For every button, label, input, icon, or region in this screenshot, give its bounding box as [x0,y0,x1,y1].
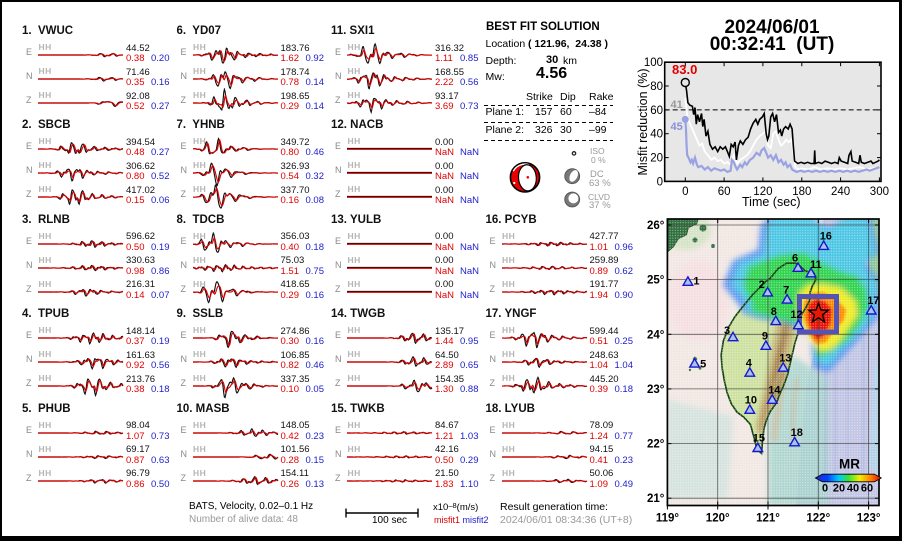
svg-text:17: 17 [867,295,879,307]
svg-text:14: 14 [768,385,781,397]
svg-text:122°: 122° [806,513,830,525]
svg-text:26°: 26° [647,220,665,232]
svg-text:120: 120 [753,186,772,198]
svg-text:83.0: 83.0 [672,62,697,77]
svg-text:20: 20 [833,483,845,495]
svg-text:100: 100 [644,57,663,69]
svg-text:1: 1 [693,276,699,288]
svg-text:40: 40 [650,129,663,141]
svg-text:120°: 120° [706,513,730,525]
svg-text:45: 45 [671,121,683,133]
svg-text:80: 80 [650,81,663,93]
svg-text:40: 40 [847,483,859,495]
svg-text:0: 0 [682,186,688,198]
svg-text:18: 18 [791,427,803,439]
svg-text:8: 8 [771,306,777,318]
svg-text:60: 60 [650,105,663,117]
svg-text:25°: 25° [647,275,665,287]
svg-text:60: 60 [861,483,873,495]
svg-text:119°: 119° [656,513,680,525]
svg-text:11: 11 [810,259,822,271]
svg-text:22°: 22° [647,439,665,451]
svg-text:24°: 24° [647,329,665,341]
svg-text:121°: 121° [756,513,780,525]
svg-text:16: 16 [820,231,832,243]
svg-text:12: 12 [790,309,802,321]
svg-text:6: 6 [792,253,798,265]
svg-text:23°: 23° [647,384,665,396]
svg-text:15: 15 [753,433,765,445]
svg-text:MR: MR [839,457,860,472]
svg-text:180: 180 [792,186,811,198]
svg-text:0: 0 [657,176,663,188]
svg-text:60: 60 [718,186,731,198]
svg-text:10: 10 [745,395,757,407]
svg-text:7: 7 [783,284,789,296]
svg-text:3: 3 [724,325,730,337]
svg-text:2: 2 [759,279,765,291]
svg-text:123°: 123° [857,513,881,525]
svg-text:9: 9 [762,331,768,343]
svg-text:5: 5 [700,358,706,370]
svg-text:240: 240 [831,186,850,198]
svg-text:0: 0 [822,483,828,495]
svg-text:41: 41 [671,99,683,111]
svg-text:20: 20 [650,153,663,165]
svg-text:13: 13 [779,352,791,364]
svg-text:4: 4 [746,357,753,369]
svg-text:21°: 21° [647,493,665,505]
svg-text:300: 300 [870,186,889,198]
